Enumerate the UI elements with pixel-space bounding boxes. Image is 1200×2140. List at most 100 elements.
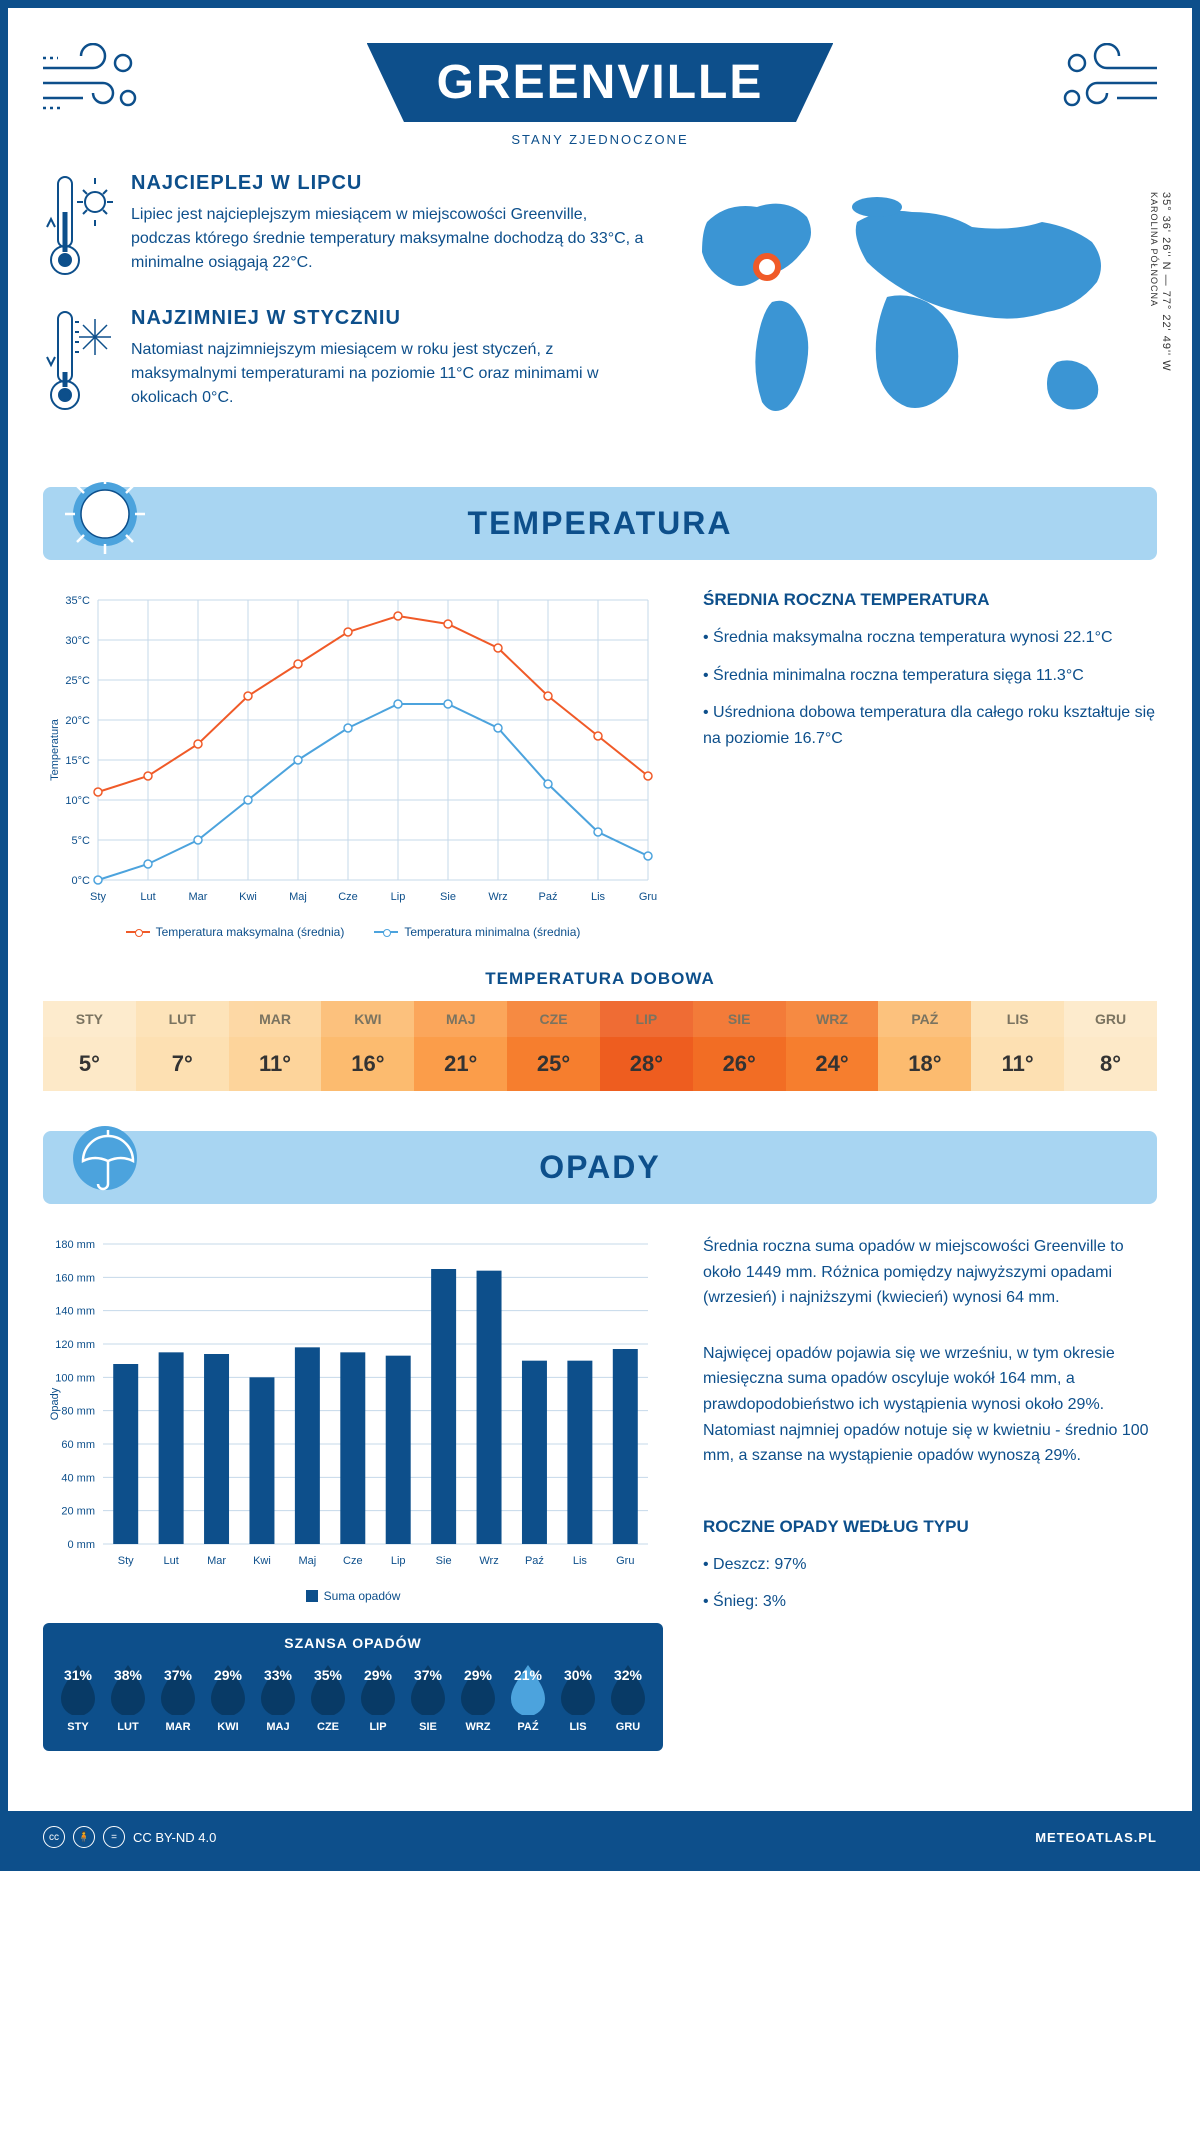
legend-min: .legend-item:nth-child(2) .legend-swatch…: [374, 925, 580, 939]
svg-text:120 mm: 120 mm: [55, 1339, 95, 1351]
temperature-row: 0°C5°C10°C15°C20°C25°C30°C35°CStyLutMarK…: [43, 590, 1157, 939]
svg-text:Wrz: Wrz: [488, 891, 507, 903]
precip-legend: Suma opadów: [43, 1589, 663, 1603]
legend-max-label: Temperatura maksymalna (średnia): [156, 925, 345, 939]
coldest-body: Natomiast najzimniejszym miesiącem w rok…: [131, 338, 647, 410]
precip-drop: 29%KWI: [207, 1663, 249, 1733]
svg-text:Paź: Paź: [525, 1555, 544, 1567]
temp-cell: LIS11°: [971, 1001, 1064, 1091]
coords-value: 35° 36' 26'' N — 77° 22' 49'' W: [1160, 192, 1172, 372]
precip-drop: 33%MAJ: [257, 1663, 299, 1733]
daily-temp-title: TEMPERATURA DOBOWA: [43, 969, 1157, 989]
precipitation-chart: 0 mm20 mm40 mm60 mm80 mm100 mm120 mm140 …: [43, 1234, 663, 1751]
precip-p2: Najwięcej opadów pojawia się we wrześniu…: [703, 1341, 1157, 1469]
svg-text:30°C: 30°C: [65, 635, 90, 647]
svg-text:160 mm: 160 mm: [55, 1272, 95, 1284]
svg-text:Maj: Maj: [289, 891, 307, 903]
svg-text:Sty: Sty: [118, 1555, 134, 1567]
svg-text:20°C: 20°C: [65, 715, 90, 727]
temp-bullet-1: • Średnia minimalna roczna temperatura s…: [703, 663, 1157, 689]
temp-cell: STY5°: [43, 1001, 136, 1091]
footer: cc 🧍 = CC BY-ND 4.0 METEOATLAS.PL: [8, 1811, 1192, 1863]
coordinates: 35° 36' 26'' N — 77° 22' 49'' W KAROLINA…: [1148, 192, 1172, 372]
thermometer-cold-icon: [43, 307, 113, 417]
precip-drop: 37%SIE: [407, 1663, 449, 1733]
coldest-title: NAJZIMNIEJ W STYCZNIU: [131, 307, 647, 330]
legend-precip-label: Suma opadów: [324, 1589, 401, 1603]
svg-text:Lut: Lut: [140, 891, 155, 903]
svg-text:0°C: 0°C: [72, 875, 91, 887]
precip-chance-title: SZANSA OPADÓW: [53, 1635, 653, 1651]
temp-cell: SIE26°: [693, 1001, 786, 1091]
temperature-text: ŚREDNIA ROCZNA TEMPERATURA • Średnia mak…: [703, 590, 1157, 939]
temp-bullet-2: • Uśredniona dobowa temperatura dla całe…: [703, 700, 1157, 751]
temp-cell: CZE25°: [507, 1001, 600, 1091]
svg-text:20 mm: 20 mm: [61, 1506, 95, 1518]
temp-cell: LIP28°: [600, 1001, 693, 1091]
precip-drop: 21%PAŹ: [507, 1663, 549, 1733]
cc-icon: cc: [43, 1826, 65, 1848]
precip-type-0: • Deszcz: 97%: [703, 1552, 1157, 1578]
hottest-text: NAJCIEPLEJ W LIPCU Lipiec jest najcieple…: [131, 172, 647, 282]
precip-type-heading: ROCZNE OPADY WEDŁUG TYPU: [703, 1517, 1157, 1537]
city-title: GREENVILLE: [437, 55, 764, 110]
svg-text:Lip: Lip: [391, 891, 406, 903]
svg-text:Opady: Opady: [49, 1387, 61, 1420]
svg-text:Sie: Sie: [436, 1555, 452, 1567]
svg-text:Temperatura: Temperatura: [49, 718, 61, 781]
precip-drop: 32%GRU: [607, 1663, 649, 1733]
thermometer-hot-icon: [43, 172, 113, 282]
svg-text:Mar: Mar: [207, 1555, 226, 1567]
svg-text:25°C: 25°C: [65, 675, 90, 687]
intro-left: NAJCIEPLEJ W LIPCU Lipiec jest najcieple…: [43, 172, 647, 457]
world-map: [677, 172, 1157, 452]
svg-text:0 mm: 0 mm: [68, 1539, 96, 1551]
svg-text:Mar: Mar: [189, 891, 208, 903]
precip-drop: 35%CZE: [307, 1663, 349, 1733]
country-subtitle: STANY ZJEDNOCZONE: [8, 132, 1192, 147]
svg-text:5°C: 5°C: [72, 835, 91, 847]
page-root: GREENVILLE STANY ZJEDNOCZONE: [0, 0, 1200, 1871]
footer-license: cc 🧍 = CC BY-ND 4.0: [43, 1826, 216, 1848]
svg-text:Gru: Gru: [616, 1555, 634, 1567]
precipitation-title: OPADY: [43, 1149, 1157, 1186]
region-value: KAROLINA PÓŁNOCNA: [1149, 192, 1159, 307]
temp-line-chart: 0°C5°C10°C15°C20°C25°C30°C35°CStyLutMarK…: [43, 590, 663, 910]
wind-icon-left: [38, 43, 148, 123]
content: NAJCIEPLEJ W LIPCU Lipiec jest najcieple…: [8, 172, 1192, 1811]
temp-legend: .legend-item:nth-child(1) .legend-swatch…: [43, 925, 663, 939]
precip-drop: 29%WRZ: [457, 1663, 499, 1733]
hottest-title: NAJCIEPLEJ W LIPCU: [131, 172, 647, 195]
temp-cell: GRU8°: [1064, 1001, 1157, 1091]
sun-icon: [63, 472, 148, 557]
precip-drop: 38%LUT: [107, 1663, 149, 1733]
wind-icon-right: [1052, 43, 1162, 123]
temp-cell: KWI16°: [321, 1001, 414, 1091]
svg-text:Lis: Lis: [573, 1555, 588, 1567]
precipitation-row: 0 mm20 mm40 mm60 mm80 mm100 mm120 mm140 …: [43, 1234, 1157, 1751]
svg-text:Sie: Sie: [440, 891, 456, 903]
legend-precip: Suma opadów: [306, 1589, 401, 1603]
svg-text:60 mm: 60 mm: [61, 1439, 95, 1451]
svg-text:Cze: Cze: [343, 1555, 363, 1567]
temp-text-heading: ŚREDNIA ROCZNA TEMPERATURA: [703, 590, 1157, 610]
legend-max: .legend-item:nth-child(1) .legend-swatch…: [126, 925, 345, 939]
license-text: CC BY-ND 4.0: [133, 1830, 216, 1845]
temperature-header: TEMPERATURA: [43, 487, 1157, 560]
svg-text:Lut: Lut: [163, 1555, 178, 1567]
legend-min-label: Temperatura minimalna (średnia): [404, 925, 580, 939]
footer-site: METEOATLAS.PL: [1035, 1830, 1157, 1845]
intro-right: 35° 36' 26'' N — 77° 22' 49'' W KAROLINA…: [677, 172, 1157, 457]
precipitation-header: OPADY: [43, 1131, 1157, 1204]
svg-text:Wrz: Wrz: [479, 1555, 498, 1567]
svg-text:35°C: 35°C: [65, 595, 90, 607]
svg-text:Cze: Cze: [338, 891, 358, 903]
temperature-chart: 0°C5°C10°C15°C20°C25°C30°C35°CStyLutMarK…: [43, 590, 663, 939]
umbrella-icon: [63, 1116, 148, 1201]
header: GREENVILLE STANY ZJEDNOCZONE: [8, 8, 1192, 172]
precip-chance-drops: 31%STY38%LUT37%MAR29%KWI33%MAJ35%CZE29%L…: [53, 1663, 653, 1733]
svg-text:140 mm: 140 mm: [55, 1306, 95, 1318]
precip-drop: 31%STY: [57, 1663, 99, 1733]
hottest-block: NAJCIEPLEJ W LIPCU Lipiec jest najcieple…: [43, 172, 647, 282]
svg-text:180 mm: 180 mm: [55, 1239, 95, 1251]
